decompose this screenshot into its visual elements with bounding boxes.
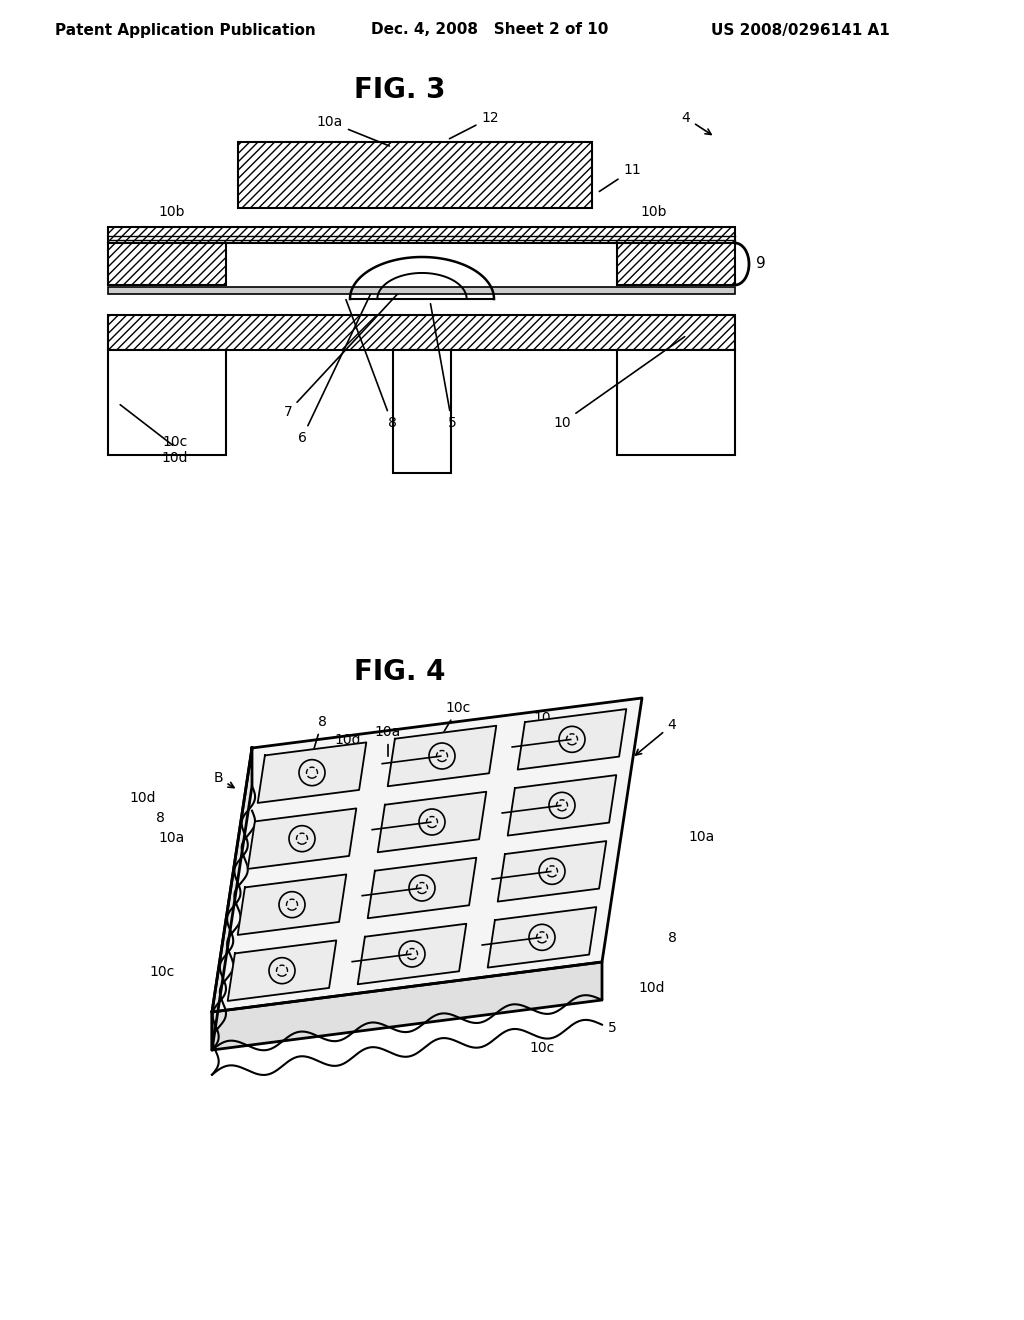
Text: 10a: 10a: [375, 725, 401, 756]
Text: 10c: 10c: [150, 965, 175, 979]
Polygon shape: [238, 874, 346, 935]
Text: 12: 12: [450, 111, 499, 139]
Polygon shape: [518, 709, 627, 770]
Polygon shape: [378, 792, 486, 853]
Text: Dec. 4, 2008   Sheet 2 of 10: Dec. 4, 2008 Sheet 2 of 10: [372, 22, 608, 37]
Bar: [238, 143, 592, 209]
Polygon shape: [212, 698, 642, 1012]
Text: 10a: 10a: [689, 830, 715, 843]
Text: 10: 10: [553, 337, 685, 430]
Text: Patent Application Publication: Patent Application Publication: [54, 22, 315, 37]
Text: 8: 8: [668, 931, 677, 945]
Text: 11: 11: [599, 162, 641, 191]
Polygon shape: [508, 775, 616, 836]
Bar: [108, 243, 226, 285]
Polygon shape: [498, 841, 606, 902]
Text: 6: 6: [298, 293, 371, 445]
Text: 4: 4: [636, 718, 677, 755]
Text: 10a: 10a: [316, 115, 389, 147]
Bar: [617, 350, 735, 455]
Polygon shape: [248, 808, 356, 869]
Text: 8: 8: [311, 715, 327, 759]
Polygon shape: [357, 924, 466, 985]
Text: 10d: 10d: [162, 451, 188, 465]
Text: 10d: 10d: [335, 733, 361, 762]
Text: 5: 5: [430, 304, 457, 430]
Polygon shape: [258, 742, 367, 803]
Text: 5: 5: [607, 1020, 616, 1035]
Text: 10b: 10b: [159, 205, 185, 219]
Text: 8: 8: [346, 300, 396, 430]
Bar: [617, 243, 735, 285]
Polygon shape: [487, 907, 596, 968]
Polygon shape: [227, 940, 336, 1001]
Text: 10c: 10c: [163, 436, 187, 449]
Text: 10: 10: [534, 711, 551, 725]
Polygon shape: [368, 858, 476, 919]
Text: 10d: 10d: [639, 981, 666, 995]
Text: 10c: 10c: [433, 701, 471, 750]
Text: FIG. 3: FIG. 3: [354, 77, 445, 104]
Bar: [108, 227, 735, 243]
Text: 4: 4: [682, 111, 711, 135]
Text: 10a: 10a: [159, 832, 185, 845]
Text: 7: 7: [284, 289, 402, 418]
Text: FIG. 4: FIG. 4: [354, 657, 445, 686]
Polygon shape: [388, 726, 497, 787]
Text: 8: 8: [156, 810, 165, 825]
Polygon shape: [212, 748, 252, 1049]
Text: 10d: 10d: [130, 791, 157, 805]
Bar: [393, 350, 451, 473]
Polygon shape: [212, 962, 602, 1049]
Text: 9: 9: [756, 256, 766, 272]
Bar: [108, 315, 735, 350]
Bar: [108, 286, 735, 294]
Bar: [108, 350, 226, 455]
Text: 10c: 10c: [529, 1041, 555, 1055]
Text: B: B: [213, 771, 234, 788]
Text: US 2008/0296141 A1: US 2008/0296141 A1: [711, 22, 890, 37]
Text: 10b: 10b: [641, 205, 668, 219]
